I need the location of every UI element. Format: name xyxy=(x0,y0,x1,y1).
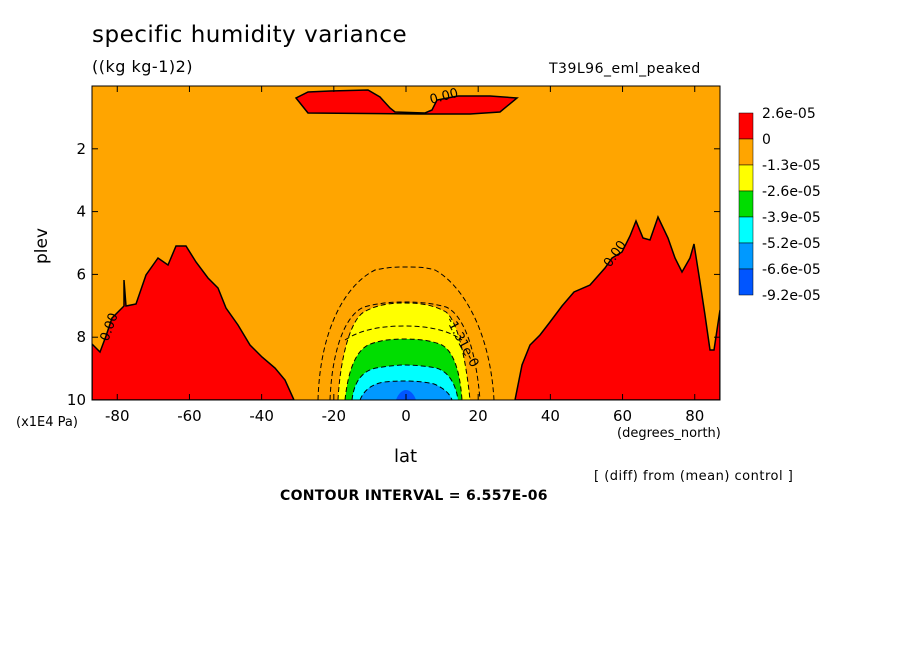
x-tick-label: 20 xyxy=(469,407,488,425)
x-tick-label: 40 xyxy=(541,407,560,425)
legend-swatch xyxy=(738,242,754,270)
x-axis-ticks: -80 -60 -40 -20 0 20 40 60 80 xyxy=(105,86,704,425)
contour-interval: CONTOUR INTERVAL = 6.557E-06 xyxy=(280,488,548,504)
y-axis-units: (x1E4 Pa) xyxy=(16,415,78,430)
contour-line-mid xyxy=(344,325,463,341)
y-tick-label: 2 xyxy=(76,140,86,158)
y-tick-label: 4 xyxy=(76,203,86,221)
legend-swatch xyxy=(738,268,754,296)
x-tick-label: 60 xyxy=(613,407,632,425)
y-tick-label: 8 xyxy=(76,328,86,346)
run-label: T39L96_eml_peaked xyxy=(549,61,701,77)
x-axis-units: (degrees_north) xyxy=(617,426,721,441)
chart-units: ((kg kg-1)2) xyxy=(92,57,194,76)
y-tick-label: 6 xyxy=(76,265,86,283)
x-tick-label: -40 xyxy=(249,407,274,425)
legend-swatch xyxy=(738,138,754,166)
contour-line-outer xyxy=(317,266,495,400)
legend-label: -5.2e-05 xyxy=(762,236,821,252)
y-tick-label: 10 xyxy=(67,391,86,409)
contour-region-left xyxy=(92,245,295,400)
legend-label: 0 xyxy=(762,132,771,148)
x-tick-label: -60 xyxy=(177,407,202,425)
chart-title: specific humidity variance xyxy=(92,22,408,48)
x-tick-label: -80 xyxy=(105,407,130,425)
x-tick-label: 0 xyxy=(401,407,411,425)
legend-label: -3.9e-05 xyxy=(762,210,821,226)
contour-region-top xyxy=(294,89,519,115)
legend-label: 2.6e-05 xyxy=(762,106,816,122)
x-tick-label: -20 xyxy=(322,407,347,425)
legend-swatch xyxy=(738,112,754,140)
legend-label: -1.3e-05 xyxy=(762,158,821,174)
contour-line-inner xyxy=(329,301,481,400)
contour-region-right xyxy=(514,215,720,400)
x-tick-label: 80 xyxy=(685,407,704,425)
diff-note: [ (diff) from (mean) control ] xyxy=(594,469,794,484)
legend-label: -9.2e-05 xyxy=(762,288,821,304)
contour-label: 0.00 xyxy=(428,86,460,108)
legend-label: -6.6e-05 xyxy=(762,262,821,278)
y-axis-ticks: 2 4 6 8 10 xyxy=(67,140,720,409)
legend-label: -2.6e-05 xyxy=(762,184,821,200)
legend-swatch xyxy=(738,216,754,244)
color-legend: 2.6e-05 0 -1.3e-05 -2.6e-05 -3.9e-05 -5.2e-05… xyxy=(738,106,821,304)
legend-swatch xyxy=(738,190,754,218)
legend-swatch xyxy=(738,164,754,192)
x-axis-label: lat xyxy=(394,446,418,467)
